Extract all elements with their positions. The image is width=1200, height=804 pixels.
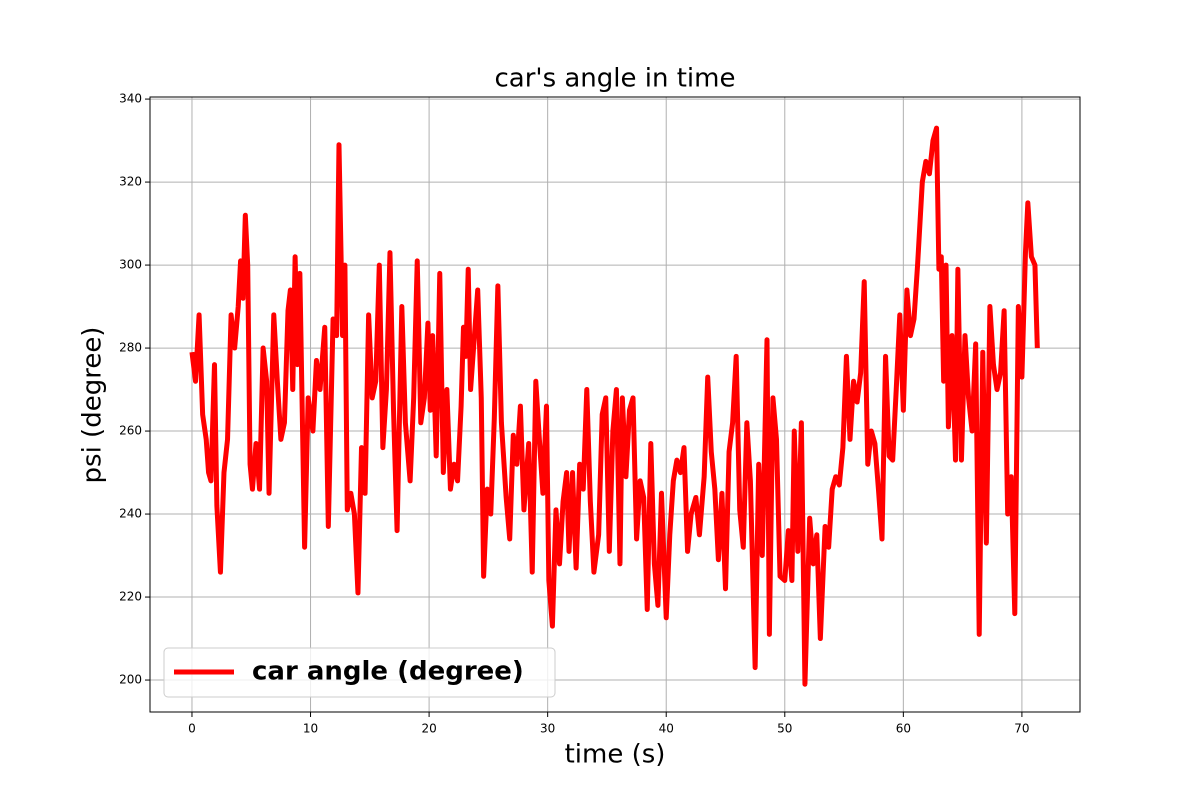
x-tick-label: 20 <box>421 722 436 736</box>
data-line <box>189 125 1040 687</box>
x-tick-label: 40 <box>659 722 674 736</box>
x-axis-label: time (s) <box>565 740 666 770</box>
y-tick-label: 340 <box>119 92 142 106</box>
y-tick-label: 280 <box>119 341 142 355</box>
x-tick-label: 0 <box>188 722 196 736</box>
x-tick-label: 30 <box>540 722 555 736</box>
chart-title: car's angle in time <box>495 64 736 94</box>
y-tick-label: 320 <box>119 175 142 189</box>
y-tick-label: 240 <box>119 507 142 521</box>
x-tick-label: 10 <box>303 722 318 736</box>
x-tick-label: 50 <box>777 722 792 736</box>
x-tick-label: 60 <box>896 722 911 736</box>
y-tick-label: 260 <box>119 424 142 438</box>
legend-box <box>163 647 556 698</box>
y-tick-label: 220 <box>119 590 142 604</box>
y-axis-label: psi (degree) <box>78 327 108 484</box>
y-tick-label: 200 <box>119 673 142 687</box>
x-tick-label: 70 <box>1014 722 1029 736</box>
plot-frame <box>149 96 1081 713</box>
legend-label: car angle (degree) <box>252 657 524 687</box>
y-tick-label: 300 <box>119 258 142 272</box>
